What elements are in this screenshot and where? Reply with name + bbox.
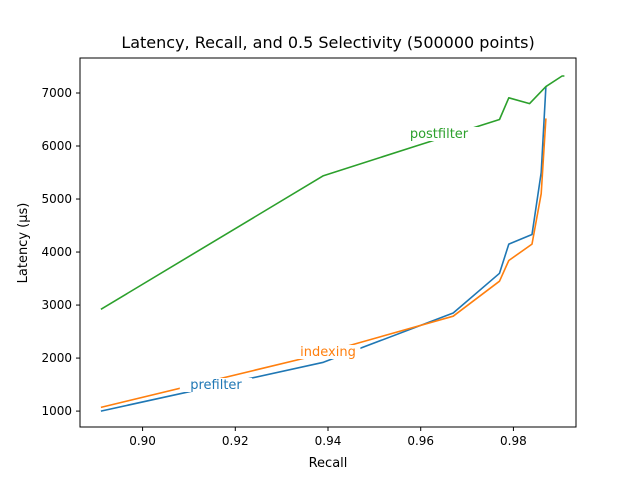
series-label-indexing: indexing: [300, 345, 356, 360]
plot-area: [79, 57, 577, 428]
x-tick-label: 0.98: [500, 434, 527, 448]
series-line-postfilter: [100, 75, 565, 310]
series-label-bg: [399, 127, 479, 141]
x-tick-label: 0.92: [222, 434, 249, 448]
y-tick-label: 6000: [41, 139, 72, 153]
x-tick-label: 0.94: [315, 434, 342, 448]
axis-ticks: 0.90 0.92 0.94 0.96 0.98 1000 2000 3000 4000 5000…: [41, 86, 526, 448]
x-tick-label: 0.96: [407, 434, 434, 448]
series-label-postfilter: postfilter: [410, 127, 469, 142]
x-tick-label: 0.90: [129, 434, 156, 448]
y-tick-label: 5000: [41, 192, 72, 206]
series-label-prefilter: prefilter: [190, 378, 242, 393]
y-tick-label: 3000: [41, 298, 72, 312]
y-axis-label: Latency (µs): [16, 203, 31, 284]
series-line-prefilter: [100, 86, 547, 412]
series-label-bg: [295, 345, 361, 359]
y-tick-label: 2000: [41, 351, 72, 365]
y-tick-label: 4000: [41, 245, 72, 259]
y-tick-label: 1000: [41, 404, 72, 418]
series-labels: prefilter indexing postfilter: [179, 127, 479, 393]
series-label-bg: [179, 378, 253, 392]
y-tick-label: 7000: [41, 86, 72, 100]
chart-title: Latency, Recall, and 0.5 Selectivity (50…: [121, 33, 534, 52]
series-line-indexing: [100, 118, 547, 409]
x-axis-label: Recall: [309, 456, 348, 471]
